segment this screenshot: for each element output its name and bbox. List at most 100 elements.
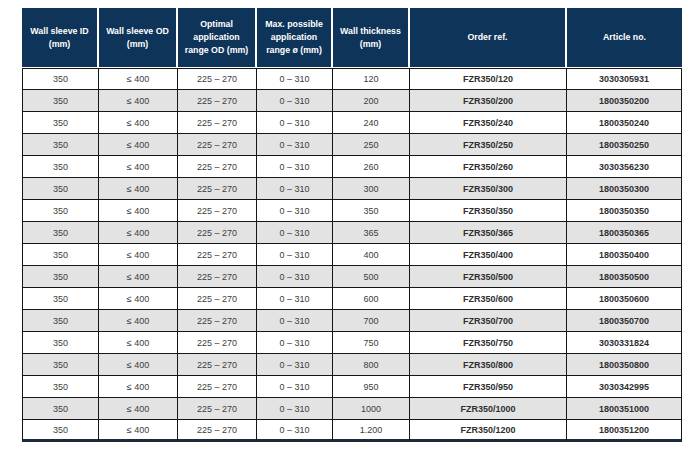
cell-article-no: 1800350600 [567, 288, 682, 310]
cell-order-ref: FZR350/1200 [410, 420, 567, 442]
cell-wall-sleeve-id: 350 [22, 244, 99, 266]
cell-article-no: 1800350700 [567, 310, 682, 332]
cell-order-ref: FZR350/300 [410, 178, 567, 200]
cell-article-no: 3030356230 [567, 156, 682, 178]
cell-wall-sleeve-od: ≤ 400 [99, 156, 178, 178]
cell-order-ref: FZR350/240 [410, 112, 567, 134]
cell-wall-thickness: 250 [333, 134, 410, 156]
cell-optimal-range-od: 225 – 270 [178, 266, 257, 288]
cell-wall-sleeve-od: ≤ 400 [99, 200, 178, 222]
cell-order-ref: FZR350/365 [410, 222, 567, 244]
cell-wall-sleeve-id: 350 [22, 376, 99, 398]
cell-wall-thickness: 200 [333, 90, 410, 112]
table-row: 350≤ 400225 – 2700 – 310240FZR350/240180… [22, 112, 682, 134]
cell-wall-thickness: 950 [333, 376, 410, 398]
cell-max-range: 0 – 310 [257, 134, 333, 156]
table-row: 350≤ 400225 – 2700 – 310260FZR350/260303… [22, 156, 682, 178]
cell-optimal-range-od: 225 – 270 [178, 244, 257, 266]
cell-wall-sleeve-od: ≤ 400 [99, 288, 178, 310]
cell-wall-sleeve-id: 350 [22, 112, 99, 134]
cell-max-range: 0 – 310 [257, 398, 333, 420]
cell-wall-thickness: 365 [333, 222, 410, 244]
cell-wall-sleeve-od: ≤ 400 [99, 310, 178, 332]
table-row: 350≤ 400225 – 2700 – 310200FZR350/200180… [22, 90, 682, 112]
table-row: 350≤ 400225 – 2700 – 310400FZR350/400180… [22, 244, 682, 266]
cell-wall-sleeve-od: ≤ 400 [99, 112, 178, 134]
cell-order-ref: FZR350/350 [410, 200, 567, 222]
cell-wall-sleeve-od: ≤ 400 [99, 178, 178, 200]
cell-order-ref: FZR350/120 [410, 68, 567, 90]
cell-wall-sleeve-od: ≤ 400 [99, 222, 178, 244]
cell-order-ref: FZR350/700 [410, 310, 567, 332]
cell-wall-sleeve-od: ≤ 400 [99, 354, 178, 376]
cell-wall-sleeve-od: ≤ 400 [99, 134, 178, 156]
cell-article-no: 1800351200 [567, 420, 682, 442]
cell-wall-thickness: 1000 [333, 398, 410, 420]
cell-article-no: 1800350240 [567, 112, 682, 134]
cell-wall-sleeve-id: 350 [22, 310, 99, 332]
cell-wall-sleeve-od: ≤ 400 [99, 420, 178, 442]
cell-order-ref: FZR350/1000 [410, 398, 567, 420]
cell-order-ref: FZR350/260 [410, 156, 567, 178]
cell-optimal-range-od: 225 – 270 [178, 420, 257, 442]
cell-order-ref: FZR350/500 [410, 266, 567, 288]
cell-order-ref: FZR350/200 [410, 90, 567, 112]
cell-optimal-range-od: 225 – 270 [178, 354, 257, 376]
column-header-max-range: Max. possible application range ø (mm) [257, 8, 333, 68]
cell-wall-sleeve-od: ≤ 400 [99, 398, 178, 420]
cell-max-range: 0 – 310 [257, 200, 333, 222]
cell-optimal-range-od: 225 – 270 [178, 288, 257, 310]
cell-wall-sleeve-id: 350 [22, 354, 99, 376]
cell-wall-thickness: 350 [333, 200, 410, 222]
column-header-wall-sleeve-od: Wall sleeve OD (mm) [99, 8, 178, 68]
cell-article-no: 1800351000 [567, 398, 682, 420]
cell-wall-sleeve-id: 350 [22, 222, 99, 244]
table-row: 350≤ 400225 – 2700 – 310800FZR350/800180… [22, 354, 682, 376]
cell-optimal-range-od: 225 – 270 [178, 310, 257, 332]
cell-order-ref: FZR350/400 [410, 244, 567, 266]
cell-optimal-range-od: 225 – 270 [178, 68, 257, 90]
table-row: 350≤ 400225 – 2700 – 3101.200FZR350/1200… [22, 420, 682, 442]
cell-wall-sleeve-od: ≤ 400 [99, 266, 178, 288]
cell-article-no: 1800350800 [567, 354, 682, 376]
cell-optimal-range-od: 225 – 270 [178, 376, 257, 398]
cell-wall-sleeve-od: ≤ 400 [99, 244, 178, 266]
table-row: 350≤ 400225 – 2700 – 310750FZR350/750303… [22, 332, 682, 354]
cell-article-no: 1800350350 [567, 200, 682, 222]
cell-wall-sleeve-id: 350 [22, 288, 99, 310]
cell-article-no: 1800350400 [567, 244, 682, 266]
cell-wall-thickness: 800 [333, 354, 410, 376]
cell-max-range: 0 – 310 [257, 68, 333, 90]
cell-order-ref: FZR350/800 [410, 354, 567, 376]
cell-optimal-range-od: 225 – 270 [178, 398, 257, 420]
cell-article-no: 3030342995 [567, 376, 682, 398]
cell-optimal-range-od: 225 – 270 [178, 332, 257, 354]
cell-wall-thickness: 240 [333, 112, 410, 134]
cell-wall-sleeve-id: 350 [22, 90, 99, 112]
cell-wall-thickness: 700 [333, 310, 410, 332]
cell-wall-thickness: 120 [333, 68, 410, 90]
cell-order-ref: FZR350/950 [410, 376, 567, 398]
cell-wall-sleeve-od: ≤ 400 [99, 68, 178, 90]
cell-wall-sleeve-id: 350 [22, 420, 99, 442]
cell-article-no: 3030331824 [567, 332, 682, 354]
table-row: 350≤ 400225 – 2700 – 310120FZR350/120303… [22, 68, 682, 90]
table-row: 350≤ 400225 – 2700 – 310700FZR350/700180… [22, 310, 682, 332]
table-body: 350≤ 400225 – 2700 – 310120FZR350/120303… [22, 68, 682, 442]
cell-optimal-range-od: 225 – 270 [178, 156, 257, 178]
product-table-container: Wall sleeve ID (mm) Wall sleeve OD (mm) … [22, 8, 682, 442]
cell-wall-thickness: 260 [333, 156, 410, 178]
cell-wall-thickness: 500 [333, 266, 410, 288]
cell-max-range: 0 – 310 [257, 354, 333, 376]
cell-order-ref: FZR350/750 [410, 332, 567, 354]
table-row: 350≤ 400225 – 2700 – 310250FZR350/250180… [22, 134, 682, 156]
cell-optimal-range-od: 225 – 270 [178, 178, 257, 200]
cell-wall-thickness: 300 [333, 178, 410, 200]
cell-wall-sleeve-od: ≤ 400 [99, 376, 178, 398]
cell-max-range: 0 – 310 [257, 332, 333, 354]
cell-article-no: 1800350365 [567, 222, 682, 244]
table-row: 350≤ 400225 – 2700 – 310600FZR350/600180… [22, 288, 682, 310]
cell-wall-sleeve-id: 350 [22, 200, 99, 222]
cell-article-no: 3030305931 [567, 68, 682, 90]
cell-wall-sleeve-od: ≤ 400 [99, 90, 178, 112]
